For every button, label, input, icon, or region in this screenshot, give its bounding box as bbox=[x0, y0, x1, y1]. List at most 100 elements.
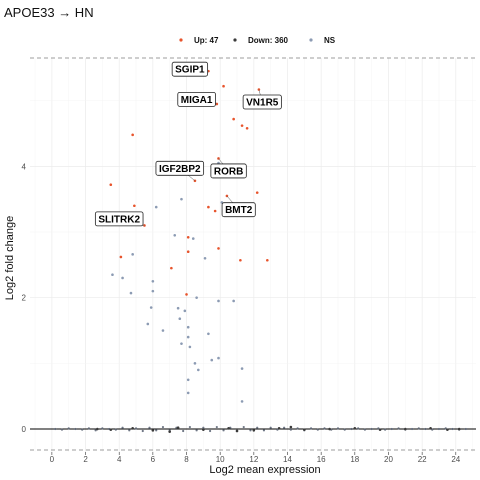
gene-label-rorb: RORB bbox=[210, 163, 247, 179]
up-point bbox=[255, 191, 259, 194]
baseline-point bbox=[431, 428, 434, 431]
legend: Up: 47 Down: 360 NS bbox=[179, 36, 336, 45]
ns-point bbox=[146, 322, 150, 326]
up-point bbox=[109, 183, 113, 187]
x-tick-label: 24 bbox=[451, 455, 460, 464]
baseline-point bbox=[202, 426, 205, 429]
baseline-point bbox=[74, 427, 77, 431]
ns-point bbox=[240, 367, 244, 370]
up-point bbox=[239, 258, 242, 262]
ns-point bbox=[186, 391, 190, 395]
ns-point bbox=[186, 335, 190, 339]
up-point bbox=[266, 258, 269, 262]
legend-ns-dot bbox=[309, 38, 313, 42]
baseline-point bbox=[390, 427, 393, 431]
up-point bbox=[245, 126, 249, 130]
ns-point bbox=[210, 358, 214, 362]
baseline-point bbox=[269, 426, 272, 429]
down-point bbox=[446, 428, 449, 431]
baseline-point bbox=[114, 428, 117, 431]
gene-label-sgip1: SGIP1 bbox=[171, 61, 209, 77]
gene-label-slitrk2: SLITRK2 bbox=[94, 211, 144, 227]
baseline-point bbox=[451, 427, 454, 431]
x-tick-label: 10 bbox=[216, 455, 225, 464]
ns-point bbox=[161, 329, 165, 332]
ns-point bbox=[149, 306, 153, 309]
y-axis-title: Log2 fold change bbox=[4, 216, 16, 300]
gene-label-box bbox=[242, 94, 282, 110]
down-point bbox=[131, 427, 134, 430]
down-point bbox=[168, 430, 171, 433]
down-point bbox=[109, 428, 113, 431]
chart-title: APOE33 → HN bbox=[4, 5, 94, 20]
down-point bbox=[176, 426, 180, 430]
gene-label-text: MIGA1 bbox=[181, 95, 213, 106]
baseline-point bbox=[444, 427, 447, 430]
baseline-point bbox=[134, 427, 138, 430]
ns-point bbox=[154, 205, 158, 209]
ns-point bbox=[191, 237, 195, 240]
ns-point bbox=[188, 345, 192, 349]
baseline-point bbox=[222, 429, 225, 432]
up-point bbox=[170, 266, 173, 270]
down-point bbox=[378, 428, 382, 431]
x-tick-label: 4 bbox=[117, 455, 122, 464]
down-point bbox=[429, 427, 432, 430]
gene-label-text: IGF2BP2 bbox=[159, 164, 201, 175]
ns-point bbox=[173, 234, 177, 237]
ns-point bbox=[203, 256, 207, 260]
baseline-point bbox=[208, 429, 212, 433]
legend-up-dot bbox=[179, 38, 183, 42]
ns-point bbox=[183, 309, 187, 313]
up-point bbox=[131, 133, 134, 137]
legend-ns-label: NS bbox=[324, 36, 336, 45]
gene-label-box bbox=[177, 91, 216, 107]
baseline-point bbox=[276, 428, 279, 431]
gene-label-vn1r5: VN1R5 bbox=[242, 94, 282, 110]
ns-point bbox=[176, 306, 180, 310]
down-point bbox=[289, 425, 293, 429]
up-point bbox=[217, 247, 220, 250]
baseline-point bbox=[54, 427, 57, 431]
x-tick-label: 16 bbox=[317, 455, 326, 464]
baseline-point bbox=[155, 429, 158, 432]
up-point bbox=[232, 117, 235, 121]
gene-label-text: RORB bbox=[214, 166, 243, 177]
baseline-point bbox=[215, 425, 218, 429]
baseline-point bbox=[410, 427, 414, 431]
x-axis-title: Log2 mean expression bbox=[209, 464, 320, 476]
baseline-point bbox=[94, 429, 97, 432]
up-point bbox=[213, 209, 217, 213]
data-points bbox=[54, 69, 468, 433]
down-point bbox=[404, 427, 407, 431]
baseline-point bbox=[384, 428, 387, 431]
ns-point bbox=[240, 400, 244, 403]
x-tick-label: 0 bbox=[50, 455, 55, 464]
baseline-point bbox=[67, 427, 70, 430]
gene-label-box bbox=[171, 61, 209, 77]
x-tick-label: 2 bbox=[83, 455, 88, 464]
gene-labels: SGIP1 MIGA1 VN1R5 IGF2BP2 RORB BMT2 SLITRK2 bbox=[94, 61, 282, 227]
x-tick-label: 12 bbox=[249, 455, 258, 464]
up-point bbox=[186, 235, 190, 239]
down-point bbox=[235, 429, 239, 433]
baseline-point bbox=[161, 425, 165, 429]
up-point bbox=[222, 84, 225, 88]
baseline-point bbox=[81, 428, 84, 431]
baseline-point bbox=[424, 427, 427, 431]
down-point bbox=[457, 427, 461, 431]
x-tick-label: 14 bbox=[283, 455, 292, 464]
baseline-point bbox=[289, 428, 292, 431]
legend-down-dot bbox=[233, 38, 237, 42]
baseline-point bbox=[370, 427, 373, 431]
baseline-point bbox=[182, 429, 185, 433]
x-tick-label: 6 bbox=[151, 455, 156, 464]
ns-point bbox=[232, 299, 235, 303]
baseline-point bbox=[195, 429, 198, 432]
legend-up-label: Up: 47 bbox=[194, 36, 219, 45]
baseline-point bbox=[437, 427, 441, 431]
baseline-point bbox=[256, 426, 259, 429]
gene-label-text: SLITRK2 bbox=[98, 214, 140, 225]
